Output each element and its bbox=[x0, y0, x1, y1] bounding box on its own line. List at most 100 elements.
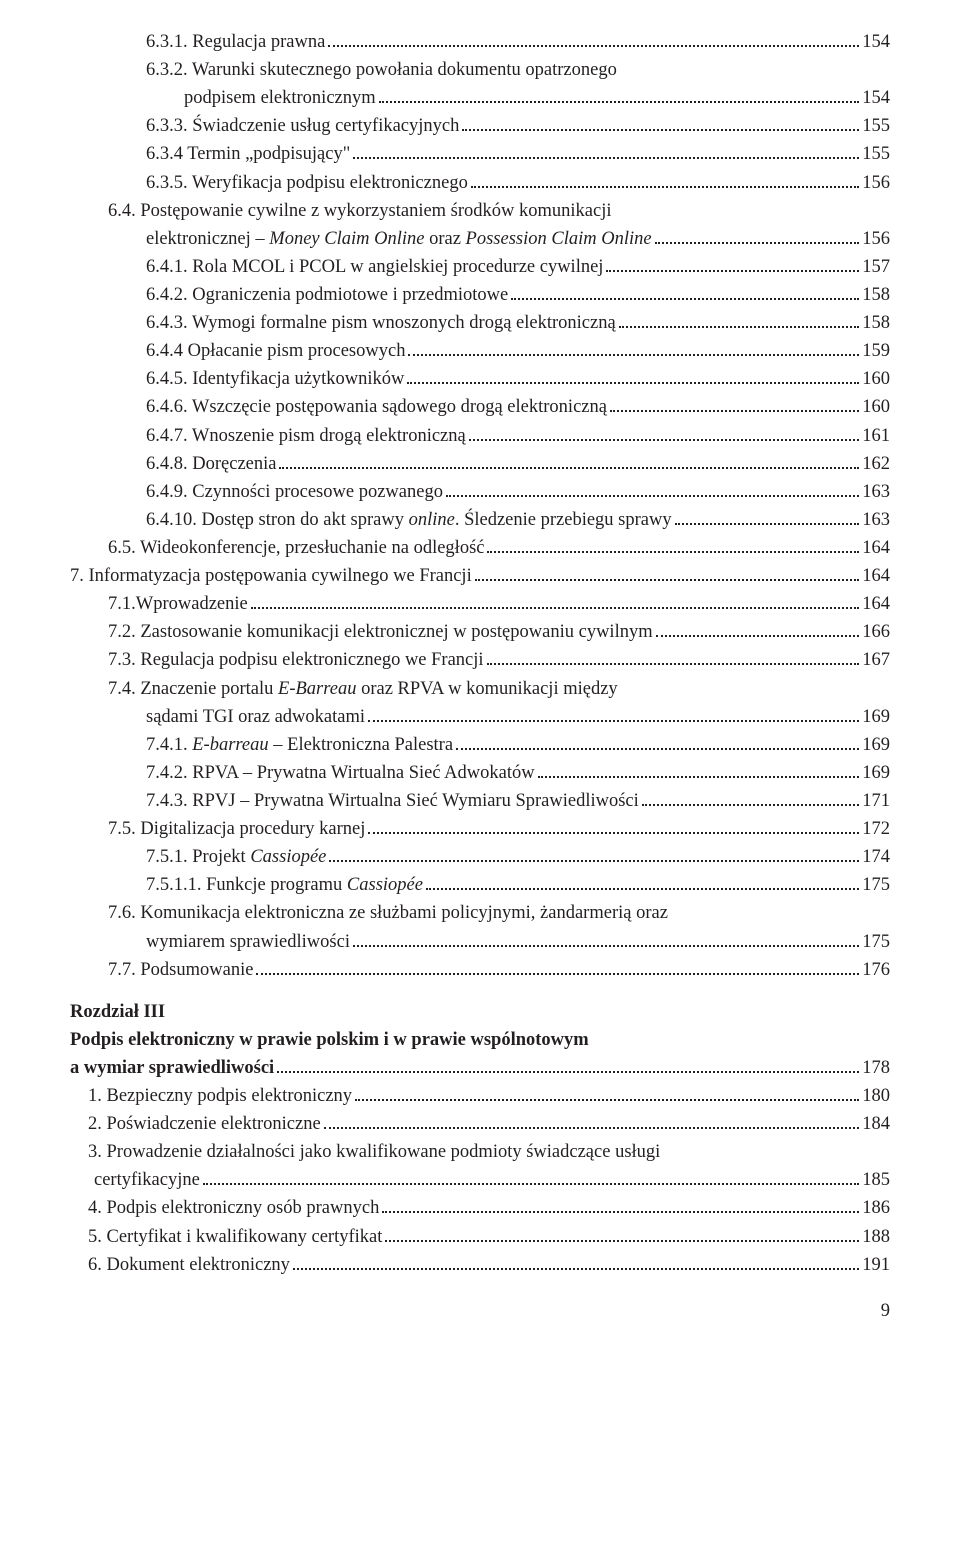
toc-entry-page: 176 bbox=[862, 956, 890, 984]
leader-dots bbox=[368, 706, 859, 722]
leader-dots bbox=[426, 875, 859, 891]
toc-entry: 6.4.3. Wymogi formalne pism wnoszonych d… bbox=[70, 309, 890, 337]
toc-entry-page: 155 bbox=[862, 112, 890, 140]
toc-entry-page: 188 bbox=[862, 1223, 890, 1251]
leader-dots bbox=[256, 959, 859, 975]
leader-dots bbox=[656, 622, 860, 638]
toc-entry-label: 6.4.3. Wymogi formalne pism wnoszonych d… bbox=[146, 309, 616, 337]
toc-entry-label: 5. Certyfikat i kwalifikowany certyfikat bbox=[88, 1223, 382, 1251]
toc-entry-label: 6.4.9. Czynności procesowe pozwanego bbox=[146, 478, 443, 506]
leader-dots bbox=[324, 1113, 860, 1129]
leader-dots bbox=[353, 144, 859, 160]
toc-entry-page: 191 bbox=[862, 1251, 890, 1279]
toc-entry-label: 7.5.1. Projekt Cassiopée bbox=[146, 843, 326, 871]
leader-dots bbox=[456, 734, 859, 750]
leader-dots bbox=[279, 453, 859, 469]
toc-entry: elektronicznej – Money Claim Online oraz… bbox=[70, 225, 890, 253]
leader-dots bbox=[469, 425, 860, 441]
toc-entry-label: 7.4.2. RPVA – Prywatna Wirtualna Sieć Ad… bbox=[146, 759, 535, 787]
leader-dots bbox=[655, 228, 860, 244]
toc-entry-label: 7.4.1. E-barreau – Elektroniczna Palestr… bbox=[146, 731, 453, 759]
toc-entry: 7.4.2. RPVA – Prywatna Wirtualna Sieć Ad… bbox=[70, 759, 890, 787]
chapter-title-block: Podpis elektroniczny w prawie polskim i … bbox=[70, 1026, 890, 1082]
toc-entry-label: 6.4.4 Opłacanie pism procesowych bbox=[146, 337, 405, 365]
toc-entry-label: wymiarem sprawiedliwości bbox=[146, 928, 350, 956]
toc-entry-label: 6.5. Wideokonferencje, przesłuchanie na … bbox=[108, 534, 484, 562]
leader-dots bbox=[675, 509, 860, 525]
leader-dots bbox=[379, 88, 860, 104]
toc-entry: 6.4.1. Rola MCOL i PCOL w angielskiej pr… bbox=[70, 253, 890, 281]
leader-dots bbox=[642, 790, 859, 806]
toc-entry: 6.4.2. Ograniczenia podmiotowe i przedmi… bbox=[70, 281, 890, 309]
leader-dots bbox=[382, 1198, 859, 1214]
toc-entry-page: 156 bbox=[862, 169, 890, 197]
toc-entry-label: 6.4.1. Rola MCOL i PCOL w angielskiej pr… bbox=[146, 253, 603, 281]
toc-entry-label: 6.3.1. Regulacja prawna bbox=[146, 28, 325, 56]
toc-entry: 7.4.3. RPVJ – Prywatna Wirtualna Sieć Wy… bbox=[70, 787, 890, 815]
toc-entry-label: 7.4. Znaczenie portalu E-Barreau oraz RP… bbox=[108, 675, 618, 703]
toc-entry: 7.4. Znaczenie portalu E-Barreau oraz RP… bbox=[70, 675, 890, 703]
leader-dots bbox=[277, 1057, 859, 1073]
toc-entry: 7.6. Komunikacja elektroniczna ze służba… bbox=[70, 899, 890, 927]
leader-dots bbox=[538, 762, 860, 778]
toc-entry-page: 154 bbox=[862, 84, 890, 112]
page-number: 9 bbox=[70, 1297, 890, 1325]
leader-dots bbox=[487, 650, 860, 666]
toc-entry-page: 175 bbox=[862, 871, 890, 899]
toc-entry: 3. Prowadzenie działalności jako kwalifi… bbox=[70, 1138, 890, 1166]
toc-entry-label: 3. Prowadzenie działalności jako kwalifi… bbox=[88, 1138, 660, 1166]
toc-entry-page: 156 bbox=[862, 225, 890, 253]
toc-entry: 6.3.3. Świadczenie usług certyfikacyjnyc… bbox=[70, 112, 890, 140]
toc-entry: 7.5.1. Projekt Cassiopée174 bbox=[70, 843, 890, 871]
toc-entry-page: 164 bbox=[862, 590, 890, 618]
leader-dots bbox=[511, 284, 859, 300]
toc-entry-label: 7.5. Digitalizacja procedury karnej bbox=[108, 815, 365, 843]
toc-entry: 6.4.4 Opłacanie pism procesowych159 bbox=[70, 337, 890, 365]
toc-entry: sądami TGI oraz adwokatami169 bbox=[70, 703, 890, 731]
toc-entry: 2. Poświadczenie elektroniczne184 bbox=[70, 1110, 890, 1138]
toc-entry-label: 6.4.10. Dostęp stron do akt sprawy onlin… bbox=[146, 506, 672, 534]
toc-entry-page: 169 bbox=[862, 703, 890, 731]
chapter-toc: 1. Bezpieczny podpis elektroniczny1802. … bbox=[70, 1082, 890, 1279]
toc-entry: 6.4.6. Wszczęcie postępowania sądowego d… bbox=[70, 393, 890, 421]
toc-entry-page: 164 bbox=[862, 562, 890, 590]
toc-entry-page: 160 bbox=[862, 393, 890, 421]
toc-entry: 6.3.4 Termin „podpisujący"155 bbox=[70, 140, 890, 168]
leader-dots bbox=[355, 1085, 859, 1101]
toc-entry-label: 7.1.Wprowadzenie bbox=[108, 590, 248, 618]
toc-entry: certyfikacyjne185 bbox=[70, 1166, 890, 1194]
leader-dots bbox=[407, 369, 859, 385]
toc-entry-page: 180 bbox=[862, 1082, 890, 1110]
toc-entry: 6.4.10. Dostęp stron do akt sprawy onlin… bbox=[70, 506, 890, 534]
toc-entry: 7.1.Wprowadzenie 164 bbox=[70, 590, 890, 618]
toc-entry: 6. Dokument elektroniczny 191 bbox=[70, 1251, 890, 1279]
toc-entry-page: 161 bbox=[862, 422, 890, 450]
leader-dots bbox=[251, 593, 860, 609]
toc-entry-label: 1. Bezpieczny podpis elektroniczny bbox=[88, 1082, 352, 1110]
toc-entry-label: 6. Dokument elektroniczny bbox=[88, 1251, 290, 1279]
toc-entry-page: 164 bbox=[862, 534, 890, 562]
toc-entry-page: 172 bbox=[862, 815, 890, 843]
toc-entry-label: 2. Poświadczenie elektroniczne bbox=[88, 1110, 321, 1138]
toc-entry-page: 186 bbox=[862, 1194, 890, 1222]
toc-entry: wymiarem sprawiedliwości175 bbox=[70, 928, 890, 956]
toc-entry-label: certyfikacyjne bbox=[94, 1166, 200, 1194]
leader-dots bbox=[293, 1254, 859, 1270]
toc-entry: 7.4.1. E-barreau – Elektroniczna Palestr… bbox=[70, 731, 890, 759]
toc-entry: podpisem elektronicznym154 bbox=[70, 84, 890, 112]
toc-entry-page: 158 bbox=[862, 281, 890, 309]
leader-dots bbox=[203, 1170, 859, 1186]
leader-dots bbox=[328, 31, 859, 47]
toc-entry: 4. Podpis elektroniczny osób prawnych186 bbox=[70, 1194, 890, 1222]
toc-entry-page: 163 bbox=[862, 478, 890, 506]
toc-entry: 6.3.5. Weryfikacja podpisu elektroniczne… bbox=[70, 169, 890, 197]
toc-entry-label: 6.3.5. Weryfikacja podpisu elektroniczne… bbox=[146, 169, 468, 197]
toc-entry: 6.3.2. Warunki skutecznego powołania dok… bbox=[70, 56, 890, 84]
toc-entry-label: 6.4.7. Wnoszenie pism drogą elektroniczn… bbox=[146, 422, 466, 450]
chapter-title-text: a wymiar sprawiedliwości bbox=[70, 1054, 274, 1082]
toc-entry: 7.5. Digitalizacja procedury karnej 172 bbox=[70, 815, 890, 843]
leader-dots bbox=[408, 340, 859, 356]
toc-entry: 6.4. Postępowanie cywilne z wykorzystani… bbox=[70, 197, 890, 225]
toc-entry: 6.4.9. Czynności procesowe pozwanego 163 bbox=[70, 478, 890, 506]
toc-entry-label: 6.3.4 Termin „podpisujący" bbox=[146, 140, 350, 168]
